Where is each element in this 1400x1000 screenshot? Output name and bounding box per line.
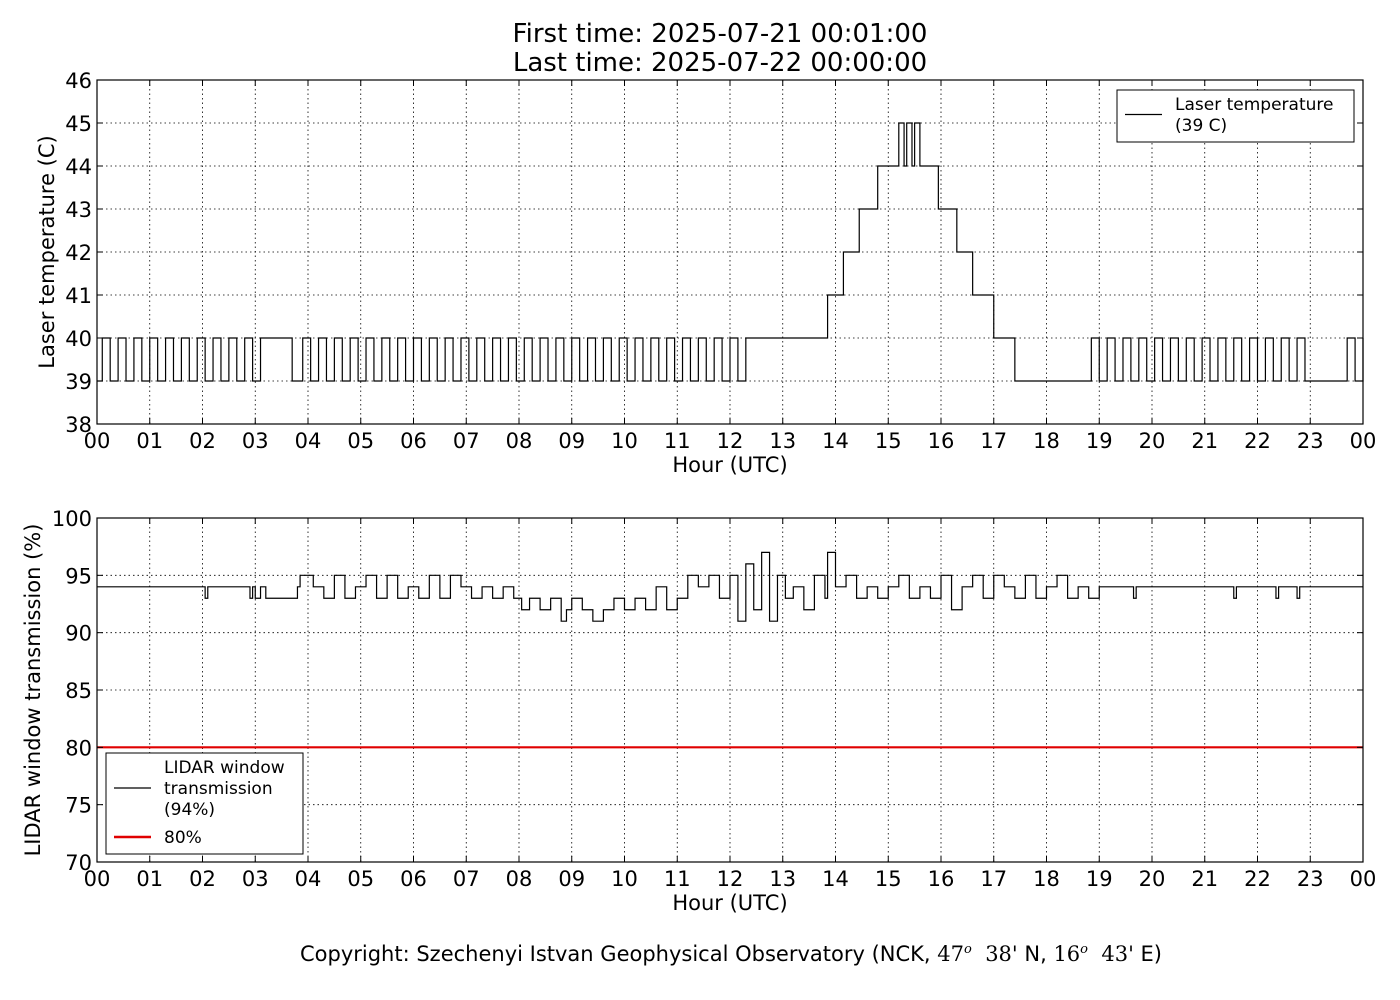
x-tick-label: 06 [400, 429, 427, 453]
x-tick-label: 13 [769, 429, 796, 453]
y-tick-label: 95 [65, 564, 92, 588]
x-tick-label: 15 [875, 867, 902, 891]
legend-label-1: LIDAR window [164, 758, 285, 778]
y-tick-label: 100 [52, 507, 92, 531]
longitude-direction: E) [1133, 942, 1162, 966]
x-tick-label: 05 [347, 867, 374, 891]
x-tick-label: 12 [717, 867, 744, 891]
latitude-minutes: 38' [985, 942, 1018, 966]
y-tick-label: 42 [65, 241, 92, 265]
x-tick-label: 16 [928, 429, 955, 453]
y-tick-label: 75 [65, 794, 92, 818]
x-tick-label: 00 [1350, 429, 1377, 453]
legend-label-1: transmission [164, 779, 273, 799]
x-tick-label: 20 [1139, 867, 1166, 891]
y-tick-label: 41 [65, 284, 92, 308]
y-tick-label: 85 [65, 679, 92, 703]
x-tick-label: 07 [453, 867, 480, 891]
x-tick-label: 11 [664, 867, 691, 891]
latitude-degree-mark: o [964, 942, 972, 957]
x-tick-label: 09 [558, 867, 585, 891]
x-tick-label: 22 [1244, 429, 1271, 453]
x-axis-label: Hour (UTC) [672, 891, 787, 915]
series-line-1 [97, 551, 1363, 622]
x-tick-label: 14 [822, 867, 849, 891]
x-tick-label: 17 [980, 429, 1007, 453]
x-tick-label: 18 [1033, 429, 1060, 453]
x-tick-label: 20 [1139, 429, 1166, 453]
x-tick-label: 00 [84, 429, 111, 453]
series-line-1 [97, 122, 1364, 382]
x-tick-label: 02 [189, 429, 216, 453]
x-tick-label: 16 [928, 867, 955, 891]
x-tick-label: 08 [506, 867, 533, 891]
latitude-direction: N, [1017, 942, 1054, 966]
x-tick-label: 23 [1297, 429, 1324, 453]
x-tick-label: 00 [84, 867, 111, 891]
copyright-text: Copyright: Szechenyi Istvan Geophysical … [299, 942, 938, 966]
y-tick-label: 44 [65, 155, 92, 179]
lidar-transmission-chart: 00 01 02 03 04 05 06 07 08 09 10 11 12 13 14 15 16 17 18 19… [21, 507, 1376, 915]
x-tick-label: 01 [136, 429, 163, 453]
x-tick-label: 03 [242, 429, 269, 453]
x-tick-label: 00 [1350, 867, 1377, 891]
chart-title-first-time: First time: 2025-07-21 00:01:00 [512, 19, 928, 49]
x-tick-label: 06 [400, 867, 427, 891]
x-tick-label: 19 [1086, 429, 1113, 453]
legend-label-1: (39 C) [1175, 116, 1227, 136]
x-tick-label: 07 [453, 429, 480, 453]
charts-canvas: 00 01 02 03 04 05 06 07 08 09 10 11 12 13 14 15 16 17 18 19… [21, 69, 1376, 915]
latitude-degrees: 47 [937, 942, 964, 966]
x-tick-label: 19 [1086, 867, 1113, 891]
y-axis-label: LIDAR window transmission (%) [21, 524, 45, 857]
y-tick-label: 43 [65, 198, 92, 222]
x-tick-label: 14 [822, 429, 849, 453]
x-tick-label: 17 [980, 867, 1007, 891]
x-tick-label: 11 [664, 429, 691, 453]
x-tick-label: 21 [1191, 429, 1218, 453]
legend-label-1: Laser temperature [1175, 95, 1333, 115]
y-tick-label: 90 [65, 622, 92, 646]
x-tick-label: 04 [295, 429, 322, 453]
longitude-minutes: 43' [1101, 942, 1134, 966]
x-tick-label: 12 [717, 429, 744, 453]
y-axis-label: Laser temperature (C) [35, 135, 59, 368]
x-tick-label: 18 [1033, 867, 1060, 891]
y-tick-label: 40 [65, 327, 92, 351]
x-tick-label: 13 [769, 867, 796, 891]
y-tick-label: 45 [65, 112, 92, 136]
y-tick-label: 38 [65, 413, 92, 437]
y-tick-label: 39 [65, 370, 92, 394]
longitude-degree-mark: o [1080, 942, 1088, 957]
legend-label-1: (94%) [164, 800, 215, 820]
x-tick-label: 04 [295, 867, 322, 891]
x-tick-label: 08 [506, 429, 533, 453]
x-tick-label: 09 [558, 429, 585, 453]
copyright-footer: Copyright: Szechenyi Istvan Geophysical … [0, 936, 1400, 968]
x-tick-label: 05 [347, 429, 374, 453]
laser-temperature-chart: 00 01 02 03 04 05 06 07 08 09 10 11 12 13 14 15 16 17 18 19… [35, 69, 1376, 477]
x-tick-label: 03 [242, 867, 269, 891]
x-tick-label: 15 [875, 429, 902, 453]
x-tick-label: 01 [136, 867, 163, 891]
x-axis-label: Hour (UTC) [672, 453, 787, 477]
x-tick-label: 22 [1244, 867, 1271, 891]
legend: Laser temperature(39 C) [1116, 89, 1355, 143]
y-tick-label: 46 [65, 69, 92, 93]
y-tick-label: 70 [65, 851, 92, 875]
x-tick-label: 23 [1297, 867, 1324, 891]
longitude-degrees: 16 [1053, 942, 1081, 966]
x-tick-label: 02 [189, 867, 216, 891]
x-tick-label: 10 [611, 867, 638, 891]
x-tick-label: 10 [611, 429, 638, 453]
x-tick-label: 21 [1191, 867, 1218, 891]
legend-label-2: 80% [164, 828, 202, 848]
legend-box [1116, 89, 1355, 143]
y-tick-label: 80 [65, 736, 92, 760]
chart-title-last-time: Last time: 2025-07-22 00:00:00 [512, 48, 928, 78]
